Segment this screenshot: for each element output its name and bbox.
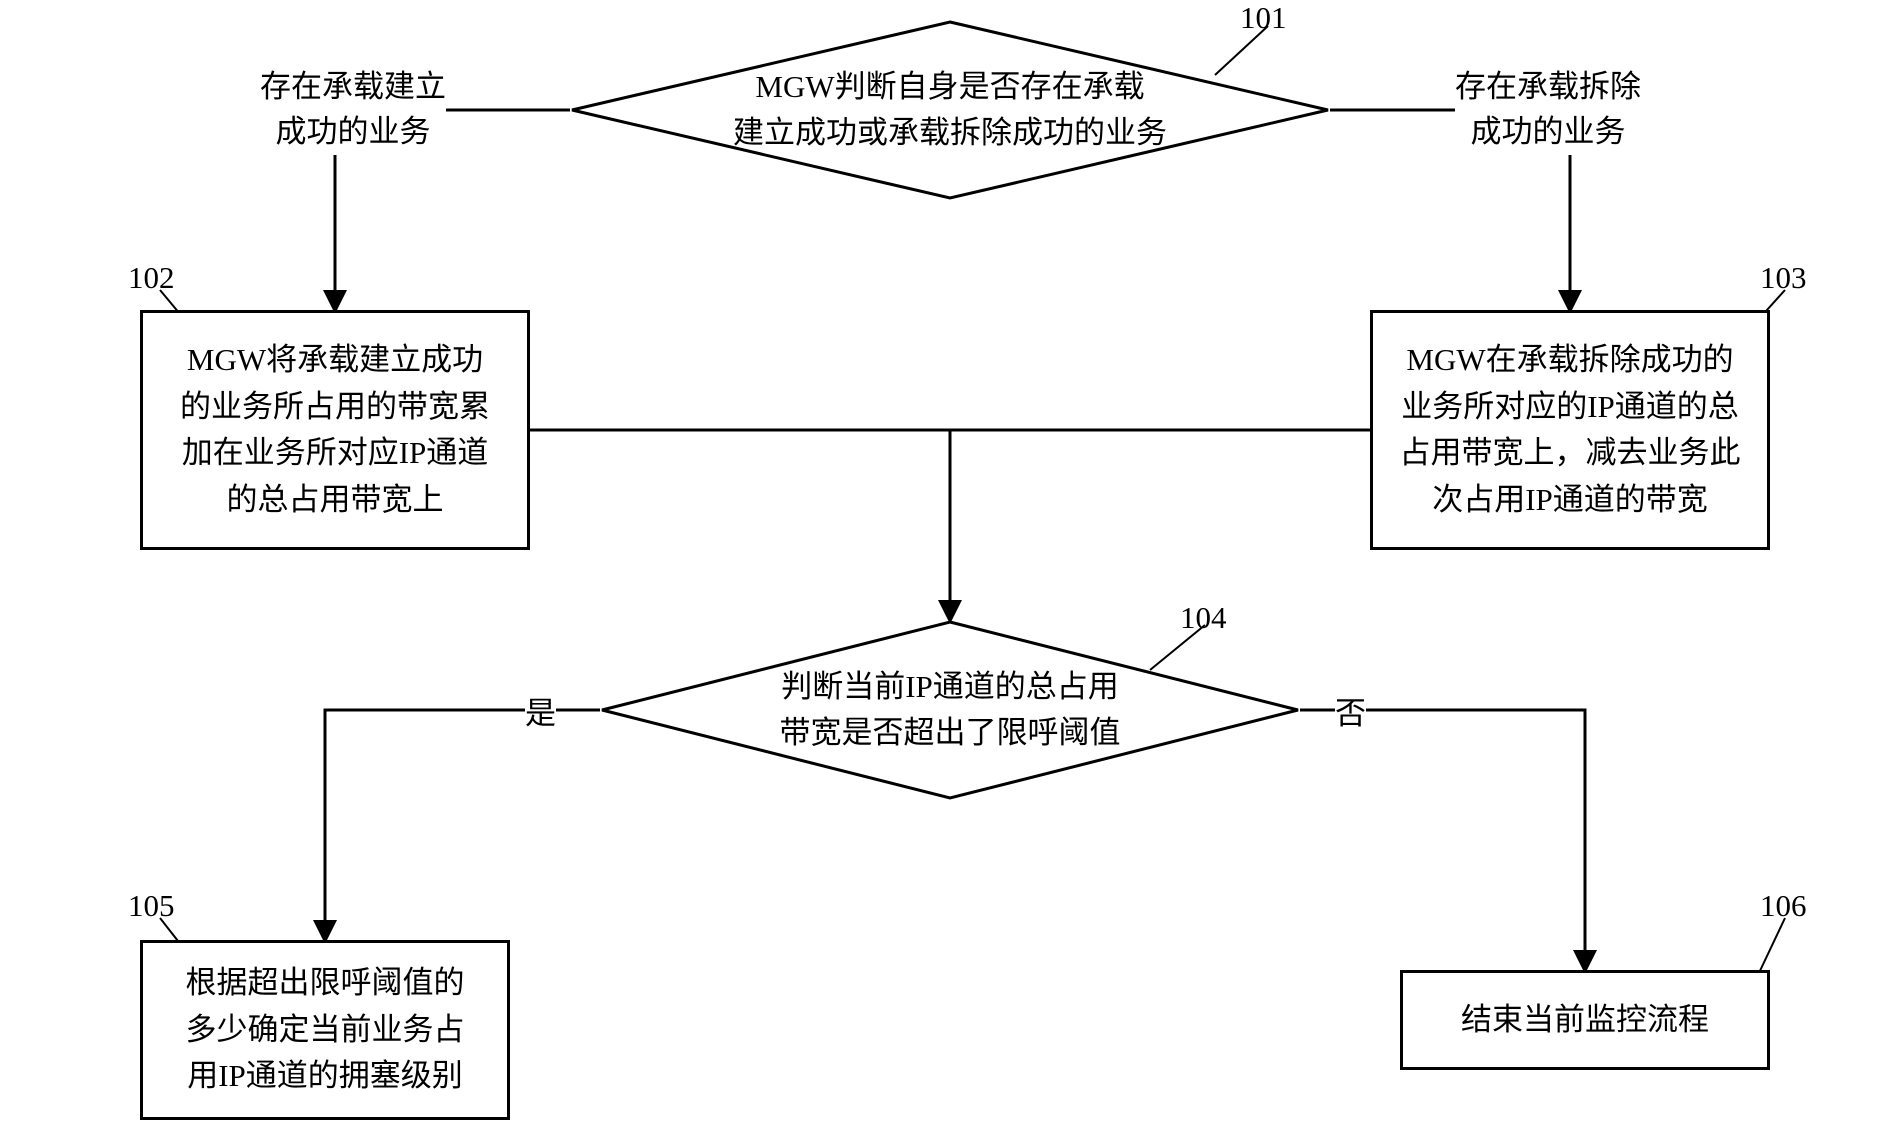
process-102-text: MGW将承载建立成功 的业务所占用的带宽累 加在业务所对应IP通道 的总占用带宽…: [180, 337, 490, 523]
process-105-text: 根据超出限呼阈值的 多少确定当前业务占 用IP通道的拥塞级别: [186, 960, 465, 1100]
process-102: MGW将承载建立成功 的业务所占用的带宽累 加在业务所对应IP通道 的总占用带宽…: [140, 310, 530, 550]
process-103-text: MGW在承载拆除成功的 业务所对应的IP通道的总 占用带宽上，减去业务此 次占用…: [1400, 337, 1741, 523]
edge-label-no: 否: [1335, 692, 1366, 737]
ref-label-101: 101: [1240, 0, 1287, 36]
decision-104-text: 判断当前IP通道的总占用 带宽是否超出了限呼阈值: [780, 664, 1121, 757]
ref-label-104: 104: [1180, 600, 1227, 636]
process-103: MGW在承载拆除成功的 业务所对应的IP通道的总 占用带宽上，减去业务此 次占用…: [1370, 310, 1770, 550]
ref-label-103: 103: [1760, 260, 1807, 296]
edge-label-teardown-success: 存在承载拆除 成功的业务: [1455, 65, 1641, 155]
edge-label-establish-success: 存在承载建立 成功的业务: [260, 65, 446, 155]
edge-label-yes: 是: [525, 692, 556, 737]
decision-101-text: MGW判断自身是否存在承载 建立成功或承载拆除成功的业务: [733, 64, 1167, 157]
ref-label-105: 105: [128, 888, 175, 924]
ref-label-102: 102: [128, 260, 175, 296]
process-106: 结束当前监控流程: [1400, 970, 1770, 1070]
ref-label-106: 106: [1760, 888, 1807, 924]
process-106-text: 结束当前监控流程: [1461, 997, 1709, 1044]
decision-104: 判断当前IP通道的总占用 带宽是否超出了限呼阈值: [600, 620, 1300, 800]
decision-101: MGW判断自身是否存在承载 建立成功或承载拆除成功的业务: [570, 20, 1330, 200]
process-105: 根据超出限呼阈值的 多少确定当前业务占 用IP通道的拥塞级别: [140, 940, 510, 1120]
